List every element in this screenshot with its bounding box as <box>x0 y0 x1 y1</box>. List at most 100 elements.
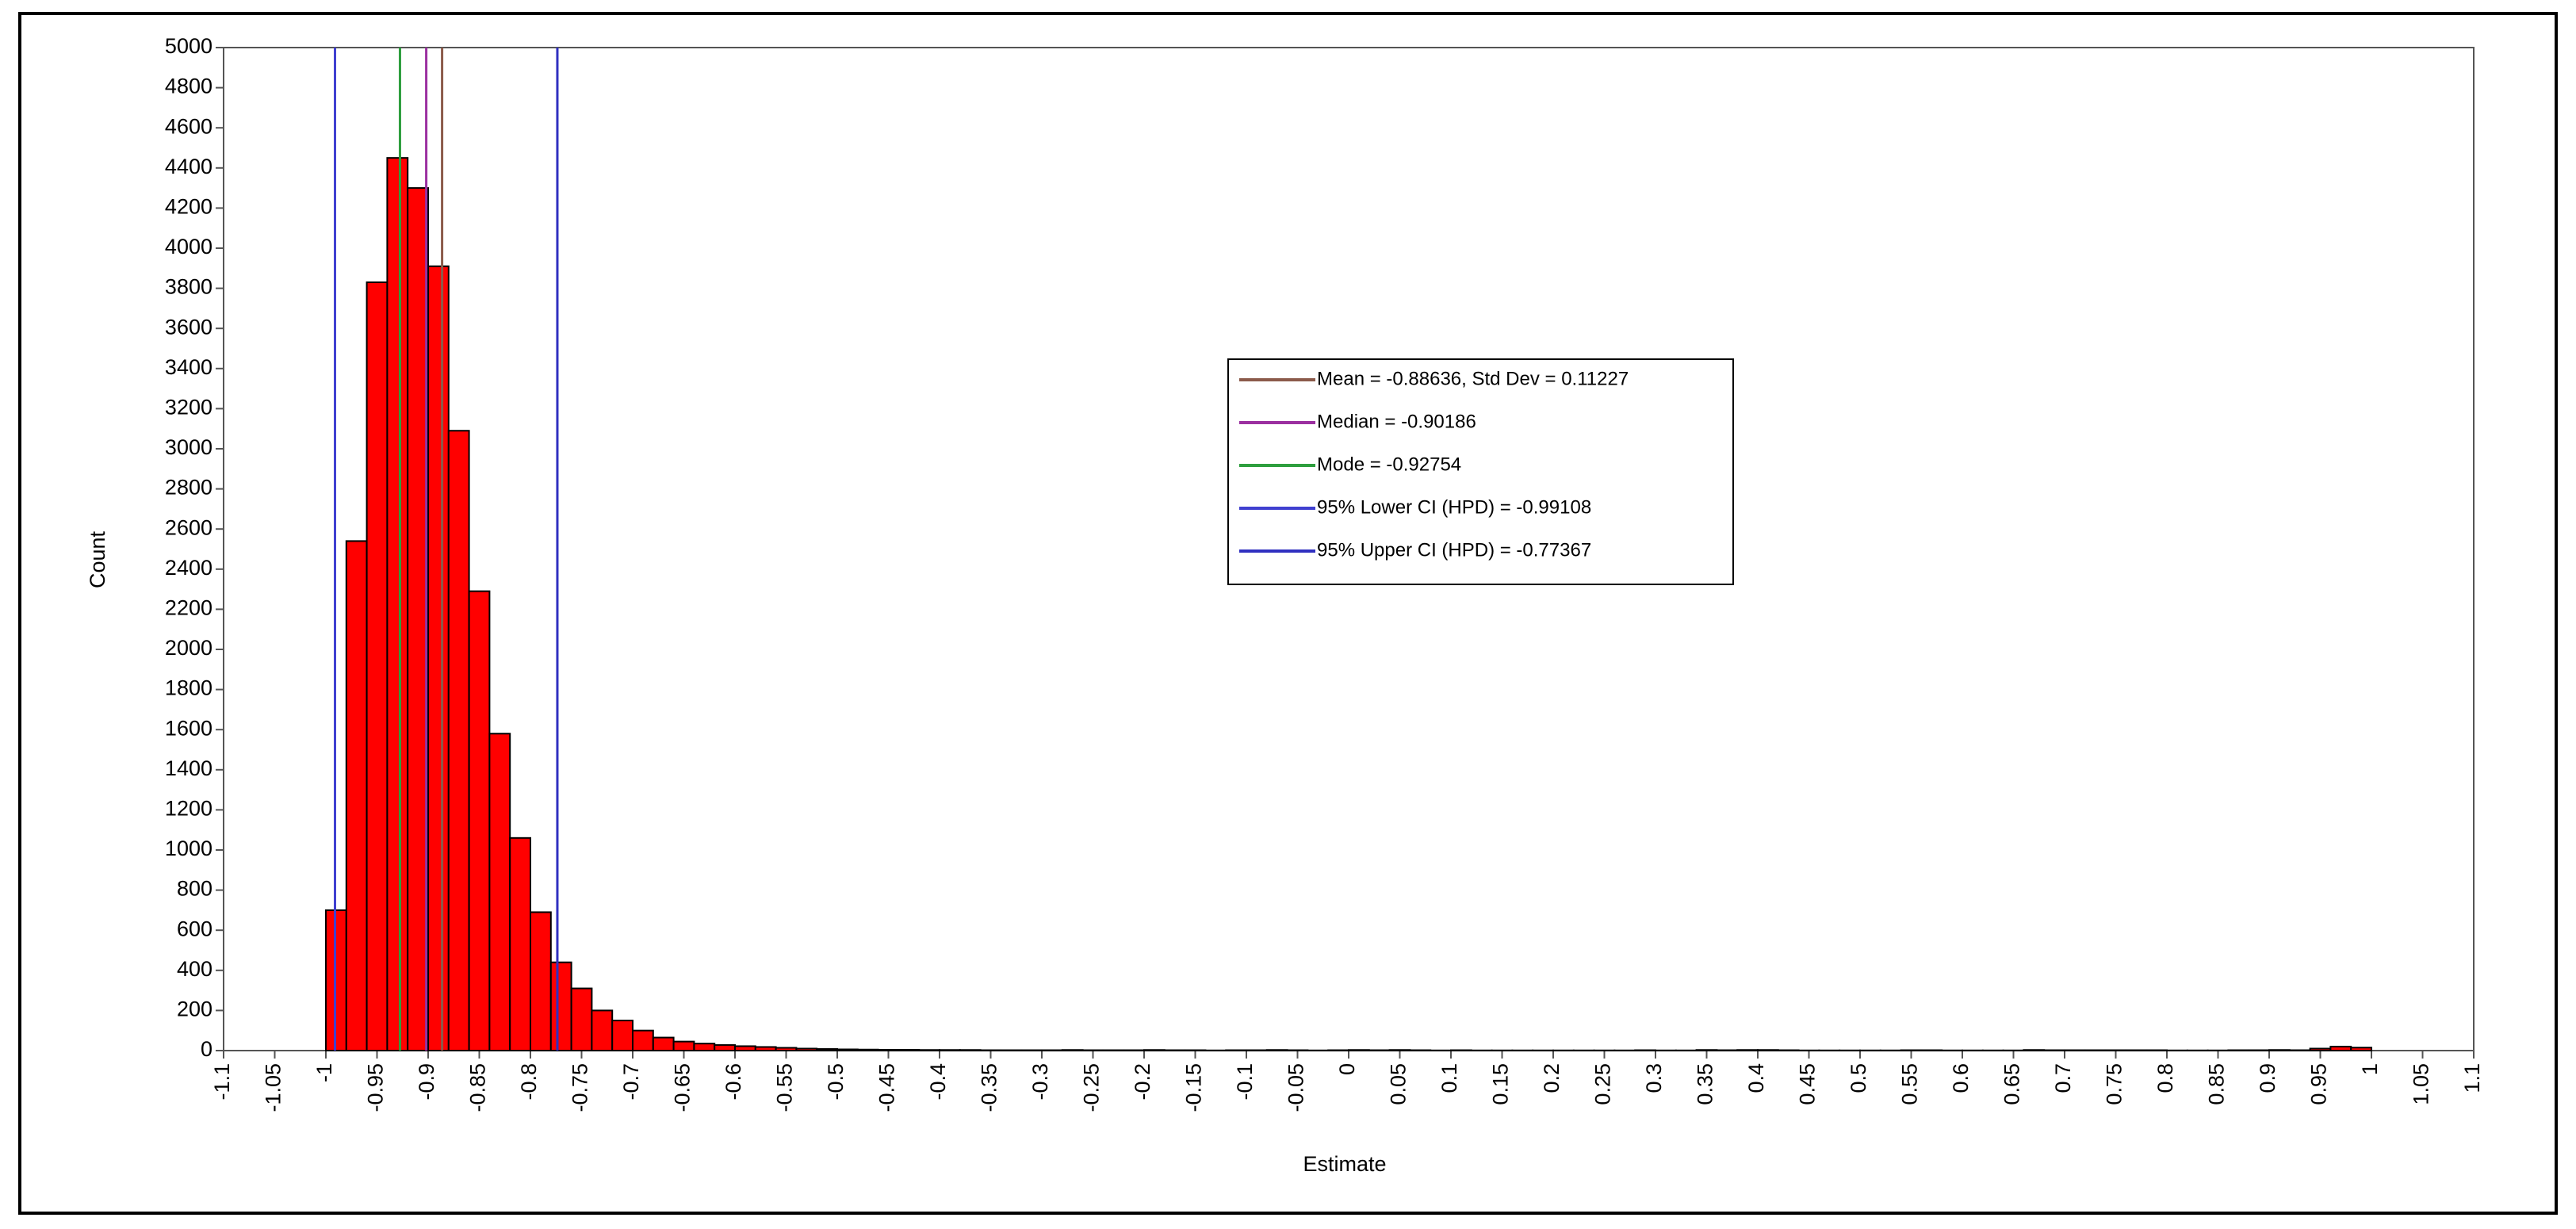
x-tick-label: -0.5 <box>824 1063 848 1101</box>
x-tick-label: 1 <box>2358 1063 2382 1075</box>
y-tick-label: 600 <box>177 917 212 940</box>
bar <box>1081 1049 1104 1052</box>
bar <box>775 1047 798 1052</box>
x-tick-label: 0.1 <box>1437 1063 1461 1093</box>
bar <box>1246 1049 1268 1052</box>
bar <box>714 1043 737 1052</box>
x-tick-label: -0.3 <box>1028 1063 1052 1101</box>
x-tick-label: 0.3 <box>1642 1063 1666 1093</box>
bar <box>570 987 593 1051</box>
bar <box>1695 1049 1718 1051</box>
bar <box>1634 1049 1656 1052</box>
y-tick-label: 3800 <box>165 275 212 299</box>
bar <box>1409 1049 1432 1052</box>
bar <box>509 837 532 1051</box>
x-tick-label: -0.2 <box>1131 1063 1154 1101</box>
y-tick-label: 2000 <box>165 636 212 660</box>
x-tick-label: 0.7 <box>2051 1063 2075 1093</box>
bar <box>1286 1049 1309 1052</box>
y-tick-label: 3200 <box>165 396 212 419</box>
y-axis-label: Count <box>86 530 109 588</box>
x-tick-label: -0.35 <box>978 1063 1001 1112</box>
bar <box>1348 1049 1370 1051</box>
x-tick-label: -1.1 <box>210 1063 234 1101</box>
x-tick-label: -0.4 <box>926 1063 950 1101</box>
bar <box>2104 1049 2127 1052</box>
x-tick-label: 0.05 <box>1387 1063 1410 1105</box>
x-tick-label: -0.7 <box>619 1063 643 1101</box>
x-tick-label: 0.45 <box>1796 1063 1820 1105</box>
bar <box>591 1009 614 1052</box>
legend: Mean = -0.88636, Std Dev = 0.11227 Median… <box>1227 358 1734 585</box>
y-tick-label: 4200 <box>165 195 212 219</box>
bar <box>2125 1049 2148 1052</box>
y-tick-label: 200 <box>177 997 212 1021</box>
y-tick-label: 2600 <box>165 515 212 539</box>
x-tick-label: 0.35 <box>1694 1063 1717 1105</box>
legend-label: Median = -0.90186 <box>1317 411 1476 432</box>
bar <box>652 1036 675 1052</box>
legend-label: 95% Upper CI (HPD) = -0.77367 <box>1317 539 1591 561</box>
bar <box>2288 1049 2311 1052</box>
x-tick-label: 0.95 <box>2307 1063 2331 1105</box>
x-tick-label: 0.85 <box>2205 1063 2229 1105</box>
y-tick-label: 1800 <box>165 676 212 700</box>
x-tick-label: 0.4 <box>1744 1063 1768 1093</box>
bar <box>2227 1049 2250 1052</box>
bar <box>468 590 491 1051</box>
bar <box>530 911 552 1052</box>
bar <box>427 265 450 1051</box>
x-tick-label: -0.8 <box>517 1063 541 1101</box>
bar <box>1736 1049 1759 1051</box>
y-tick-label: 800 <box>177 877 212 901</box>
y-tick-label: 4000 <box>165 235 212 258</box>
x-tick-label: 0.9 <box>2256 1063 2279 1093</box>
bar <box>2145 1049 2168 1052</box>
bar <box>856 1048 879 1051</box>
bar <box>1102 1049 1125 1052</box>
x-tick-label: -0.05 <box>1284 1063 1308 1112</box>
y-tick-label: 400 <box>177 957 212 981</box>
bar <box>672 1040 695 1051</box>
bar <box>1163 1049 1186 1052</box>
bar <box>1225 1049 1247 1052</box>
bar <box>2064 1049 2086 1052</box>
x-tick-label: 0 <box>1335 1063 1359 1075</box>
bar <box>693 1043 716 1052</box>
bar <box>816 1047 838 1051</box>
bar <box>2268 1049 2291 1051</box>
y-tick-label: 5000 <box>165 34 212 58</box>
bar <box>2329 1045 2352 1051</box>
y-tick-label: 2800 <box>165 476 212 500</box>
x-tick-label: -1.05 <box>262 1063 285 1112</box>
bar <box>795 1047 818 1051</box>
y-tick-label: 4600 <box>165 114 212 138</box>
x-tick-label: -0.65 <box>671 1063 695 1112</box>
y-tick-label: 1200 <box>165 797 212 821</box>
bar <box>939 1049 961 1051</box>
bar <box>754 1046 777 1052</box>
x-tick-label: -0.45 <box>875 1063 899 1112</box>
x-tick-label: 0.8 <box>2153 1063 2177 1093</box>
bar <box>1041 1049 1063 1052</box>
x-tick-label: -0.25 <box>1080 1063 1104 1112</box>
bar <box>1777 1049 1800 1052</box>
x-axis-label: Estimate <box>1303 1152 1386 1176</box>
y-tick-label: 1400 <box>165 756 212 780</box>
y-tick-label: 1600 <box>165 716 212 740</box>
legend-label: 95% Lower CI (HPD) = -0.99108 <box>1317 496 1591 518</box>
bar <box>2350 1047 2372 1051</box>
x-tick-label: -0.55 <box>773 1063 797 1112</box>
y-tick-label: 4800 <box>165 75 212 98</box>
bar <box>366 281 389 1051</box>
bar <box>2043 1049 2065 1052</box>
bar <box>1368 1049 1391 1052</box>
bar <box>611 1020 634 1052</box>
bar <box>1327 1049 1349 1052</box>
bar <box>1265 1049 1288 1051</box>
y-tick-label: 3000 <box>165 435 212 459</box>
x-tick-label: 0.65 <box>2000 1063 2024 1105</box>
y-tick-label: 3600 <box>165 315 212 339</box>
